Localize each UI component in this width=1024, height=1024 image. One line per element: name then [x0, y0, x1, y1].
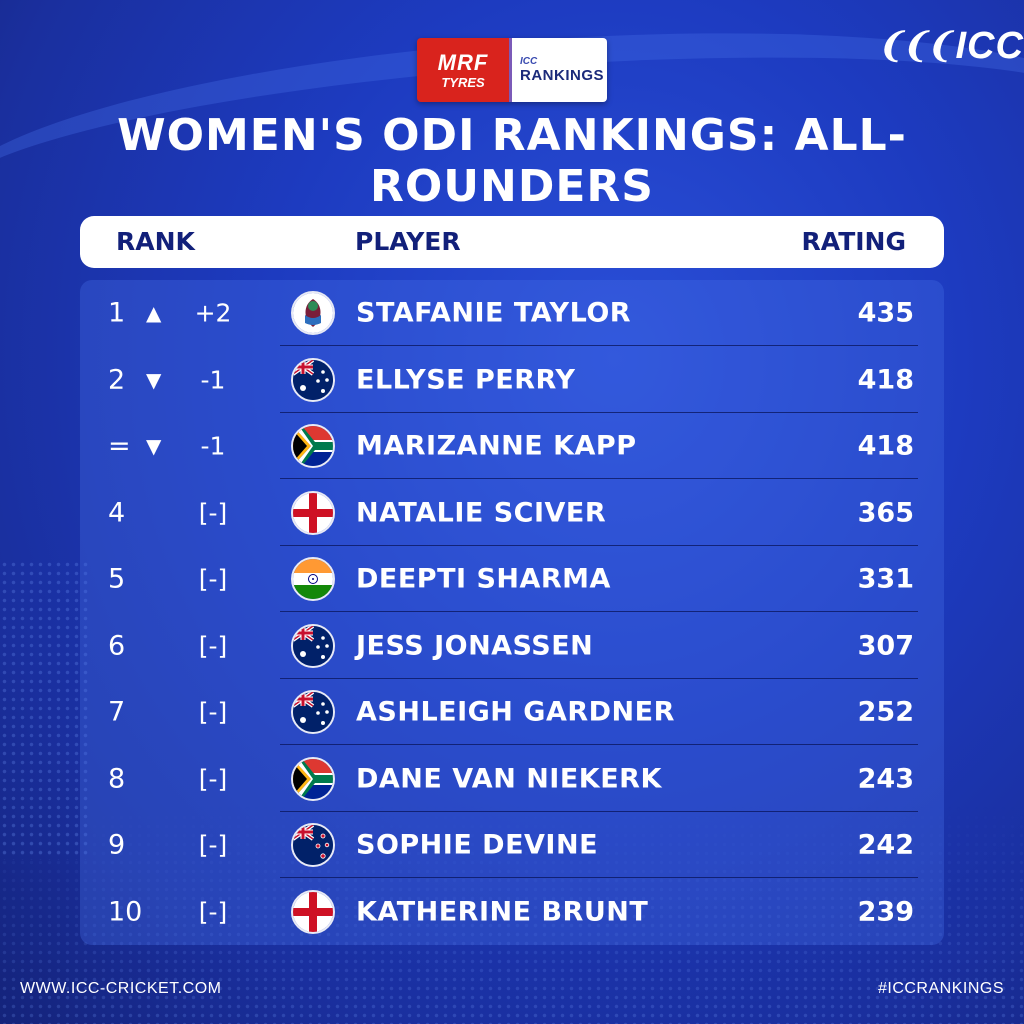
- background-dots-left: [0, 560, 90, 860]
- australia-flag-icon: [291, 690, 335, 734]
- arrow-up-icon: ▲: [146, 301, 162, 325]
- player-rating: 418: [857, 364, 914, 395]
- rank-cell: 10: [108, 896, 143, 927]
- south-africa-flag-icon: [291, 424, 335, 468]
- table-row: 2 ▼ -1 ELLYSE PERRY 418: [80, 347, 944, 413]
- rank-change: +2: [194, 298, 232, 328]
- rank-change: -1: [200, 365, 226, 394]
- row-divider: [280, 544, 918, 546]
- icc-logo-text: ICC: [955, 24, 1024, 67]
- rank-change: [-]: [198, 631, 228, 660]
- mrf-tyres-logo: MRF TYRES: [417, 38, 509, 102]
- mrf-text: MRF: [437, 49, 489, 75]
- page-title: WOMEN'S ODI RANKINGS: ALL-ROUNDERS: [117, 110, 907, 212]
- background-dots: [0, 804, 1024, 1024]
- player-name: NATALIE SCIVER: [356, 497, 607, 528]
- row-divider: [280, 345, 918, 346]
- footer-hashtag: #ICCRANKINGS: [877, 980, 1004, 997]
- player-rating: 435: [857, 297, 914, 329]
- row-divider: [280, 677, 918, 679]
- rank-cell: 7: [108, 696, 126, 728]
- table-row: 10 [-] KATHERINE BRUNT 239: [80, 879, 944, 945]
- table-header: RANK PLAYER RATING: [80, 216, 944, 268]
- england-flag-icon: [291, 490, 335, 535]
- row-divider: [280, 411, 918, 413]
- rank-cell: =: [108, 430, 131, 462]
- row-divider: [280, 810, 918, 812]
- player-name: STAFANIE TAYLOR: [356, 297, 632, 329]
- row-divider: [280, 478, 918, 479]
- player-name: DANE VAN NIEKERK: [356, 763, 662, 794]
- table-row: 8 [-] DANE VAN NIEKERK 243: [80, 746, 944, 812]
- tyres-text: TYRES: [441, 74, 485, 90]
- rank-cell: 1: [108, 297, 126, 329]
- player-rating: 242: [857, 829, 914, 861]
- table-row: 4 [-] NATALIE SCIVER 365: [80, 480, 944, 546]
- sponsor-badge: MRF TYRES ICC RANKINGS: [417, 38, 607, 102]
- header-player: PLAYER: [355, 227, 461, 256]
- table-row: 5 [-] DEEPTI SHARMA 331: [80, 546, 944, 612]
- icc-rankings-logo: ICC RANKINGS: [509, 38, 607, 102]
- player-name: ELLYSE PERRY: [356, 364, 576, 395]
- icc-small-text: ICC: [520, 56, 538, 67]
- player-name: DEEPTI SHARMA: [356, 563, 611, 595]
- rank-cell: 4: [108, 497, 126, 528]
- rank-cell: 5: [108, 563, 126, 595]
- icc-mark-icon: ❨❨❨: [876, 27, 953, 65]
- rank-cell: 2: [108, 364, 126, 395]
- rank-change: [-]: [198, 764, 228, 793]
- australia-flag-icon: [291, 357, 335, 402]
- player-name: SOPHIE DEVINE: [356, 829, 599, 861]
- rank-cell: 8: [108, 763, 126, 794]
- india-flag-icon: [291, 557, 335, 601]
- player-rating: 418: [857, 430, 914, 462]
- rank-change: -1: [200, 431, 226, 461]
- player-rating: 243: [857, 763, 914, 794]
- player-rating: 252: [857, 696, 914, 728]
- west-indies-flag-icon: [291, 291, 335, 335]
- row-divider: [280, 611, 918, 612]
- table-row: 1 ▲ +2 STAFANIE TAYLOR 435: [80, 280, 944, 346]
- header-rank: RANK: [116, 227, 195, 256]
- rank-change: [-]: [198, 564, 228, 594]
- rank-change: [-]: [198, 830, 228, 860]
- table-row: 9 [-] SOPHIE DEVINE 242: [80, 812, 944, 878]
- england-flag-icon: [291, 889, 335, 934]
- icc-logo: ❨❨❨ ICC: [876, 24, 1024, 67]
- player-name: MARIZANNE KAPP: [356, 430, 637, 462]
- arrow-down-icon: ▼: [146, 367, 162, 392]
- header-rating: RATING: [801, 227, 906, 256]
- rank-change: [-]: [198, 498, 228, 527]
- rank-change: [-]: [198, 897, 228, 926]
- south-africa-flag-icon: [291, 756, 335, 801]
- new-zealand-flag-icon: [291, 823, 335, 867]
- row-divider: [280, 744, 918, 745]
- rank-cell: 6: [108, 630, 126, 661]
- player-name: ASHLEIGH GARDNER: [356, 696, 675, 728]
- table-row: 6 [-] JESS JONASSEN 307: [80, 613, 944, 679]
- player-rating: 307: [857, 630, 914, 661]
- table-row: 7 [-] ASHLEIGH GARDNER 252: [80, 679, 944, 745]
- footer-website: WWW.ICC-CRICKET.COM: [20, 980, 222, 997]
- rank-cell: 9: [108, 829, 126, 861]
- rankings-table: 1 ▲ +2 STAFANIE TAYLOR 435 2 ▼ -1 ELLYSE PERRY 41…: [80, 280, 944, 945]
- rankings-text: RANKINGS: [520, 67, 605, 84]
- player-rating: 331: [857, 563, 914, 595]
- player-name: JESS JONASSEN: [356, 630, 594, 661]
- rank-change: [-]: [198, 697, 228, 727]
- arrow-down-icon: ▼: [146, 434, 162, 458]
- player-name: KATHERINE BRUNT: [356, 896, 649, 927]
- table-row: = ▼ -1 MARIZANNE KAPP 418: [80, 413, 944, 479]
- row-divider: [280, 877, 918, 878]
- player-rating: 365: [857, 497, 914, 528]
- australia-flag-icon: [291, 623, 335, 668]
- player-rating: 239: [857, 896, 914, 927]
